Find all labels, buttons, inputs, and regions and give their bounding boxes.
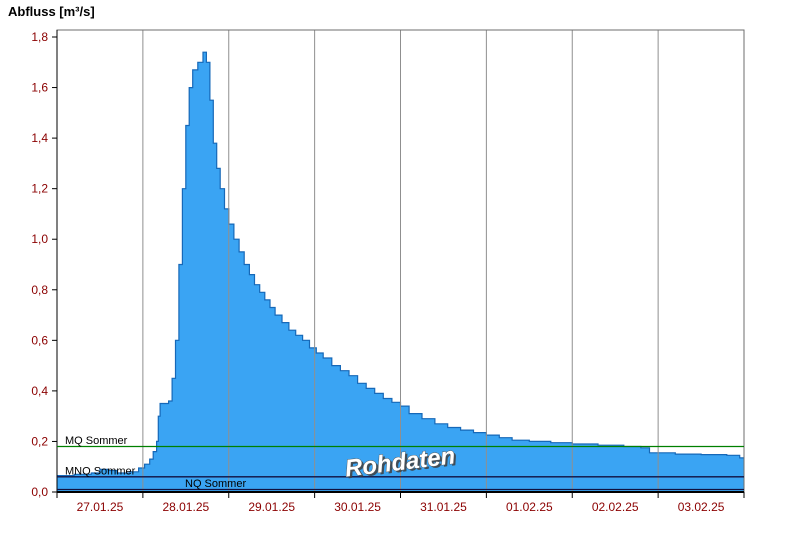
x-tick-label: 27.01.25 <box>77 500 124 514</box>
x-tick-label: 01.02.25 <box>506 500 553 514</box>
chart-title: Abfluss [m³/s] <box>8 4 95 19</box>
y-tick-label: 1,2 <box>31 182 48 196</box>
x-tick-label: 28.01.25 <box>162 500 209 514</box>
ref-label-mnq-sommer: MNQ Sommer <box>65 465 136 477</box>
x-tick-label: 02.02.25 <box>592 500 639 514</box>
y-tick-label: 1,6 <box>31 81 48 95</box>
y-tick-label: 0,6 <box>31 333 48 347</box>
y-tick-label: 0,8 <box>31 283 48 297</box>
ref-label-nq-sommer: NQ Sommer <box>185 478 246 490</box>
y-tick-label: 1,4 <box>31 131 48 145</box>
y-tick-label: 1,8 <box>31 30 48 44</box>
discharge-area-outline <box>57 51 744 477</box>
y-tick-label: 0,2 <box>31 434 48 448</box>
x-tick-label: 31.01.25 <box>420 500 467 514</box>
plot-area: 0,0 0,2 0,4 0,6 0,8 1,0 1,2 1,4 1,6 1,8 27.01.25 28… <box>31 29 745 514</box>
ref-label-mq-sommer: MQ Sommer <box>65 435 128 447</box>
x-tick-label: 03.02.25 <box>678 500 725 514</box>
x-tick-label: 30.01.25 <box>334 500 381 514</box>
y-tick-label: 0,0 <box>31 485 48 499</box>
y-tick-label: 0,4 <box>31 384 48 398</box>
y-tick-label: 1,0 <box>31 232 48 246</box>
x-tick-label: 29.01.25 <box>248 500 295 514</box>
